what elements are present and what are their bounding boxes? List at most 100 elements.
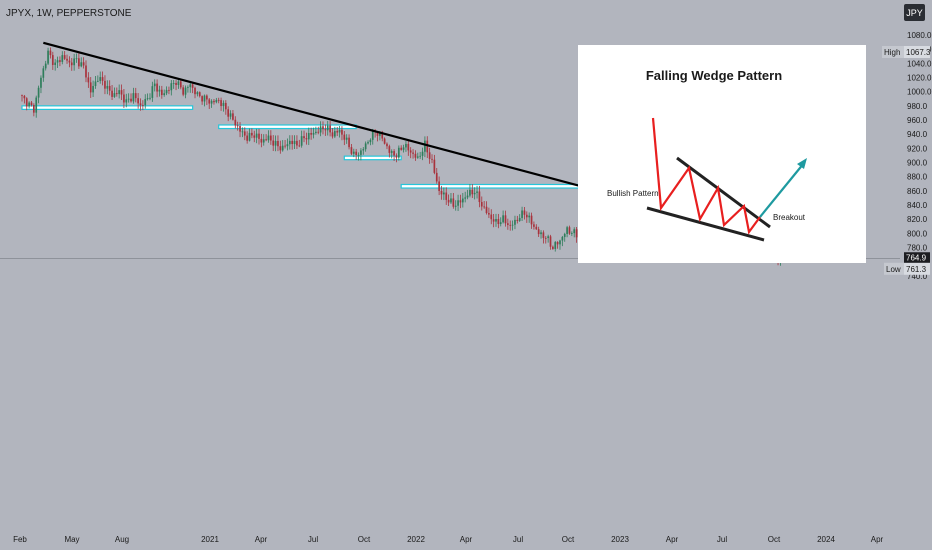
candle <box>552 245 554 250</box>
candle-body <box>438 181 440 191</box>
candle <box>75 53 78 63</box>
candle-body <box>523 210 526 215</box>
resistance-zone <box>21 105 194 110</box>
candle <box>184 85 187 99</box>
candle-body <box>113 93 116 97</box>
candle-body <box>251 132 253 136</box>
candle-body <box>452 198 455 207</box>
time-axis[interactable]: Feb May Aug 2021 Apr Jul Oct 2022 Apr Jul Oct 2023 A… <box>13 535 883 544</box>
candle-body <box>338 129 341 133</box>
candle <box>284 140 286 149</box>
candle <box>194 86 196 99</box>
currency-button[interactable]: JPY <box>904 4 925 21</box>
candle <box>179 78 182 90</box>
candle-body <box>518 217 521 221</box>
candle-body <box>511 224 514 226</box>
candle-body <box>319 126 322 133</box>
candle-body <box>464 197 467 199</box>
candle-body <box>393 151 395 156</box>
candle <box>485 201 488 215</box>
candle-body <box>317 131 320 133</box>
candle <box>163 89 166 97</box>
candle-body <box>215 99 218 103</box>
candle <box>66 54 68 64</box>
candle-body <box>293 140 296 145</box>
candle <box>556 241 559 249</box>
candle-body <box>37 87 40 98</box>
candle <box>151 81 154 102</box>
candle-body <box>473 192 476 195</box>
candle <box>165 86 168 96</box>
candle <box>473 187 476 200</box>
candle-body <box>253 135 256 138</box>
time-tick-label: Apr <box>666 535 679 544</box>
candle <box>540 230 542 239</box>
candle-body <box>130 98 132 102</box>
low-label: Low <box>886 265 901 274</box>
candle <box>286 138 289 151</box>
candle-body <box>118 90 121 95</box>
candle-body <box>471 189 474 195</box>
candle <box>537 226 540 237</box>
candle <box>35 95 38 118</box>
candle-body <box>210 100 213 104</box>
candle <box>85 60 87 83</box>
candle-body <box>165 89 168 94</box>
candle-body <box>68 60 71 63</box>
candle-body <box>234 119 237 126</box>
candle <box>310 127 312 140</box>
candle-body <box>63 55 66 59</box>
price-tick-label: 1080.0 <box>907 31 932 40</box>
candle-body <box>533 224 535 227</box>
candle <box>175 80 177 91</box>
candle-body <box>461 198 464 203</box>
candle <box>255 128 258 144</box>
candle-body <box>73 58 75 66</box>
candle-body <box>542 232 545 238</box>
candle <box>336 126 339 137</box>
candle <box>492 213 495 228</box>
candle <box>348 134 350 150</box>
candle-body <box>502 215 504 223</box>
candle <box>412 149 414 159</box>
candle <box>414 150 417 161</box>
price-tick-label: 880.0 <box>907 173 928 182</box>
candle-body <box>246 135 248 141</box>
candle-body <box>172 82 175 84</box>
candle <box>317 126 320 135</box>
candle <box>514 215 516 230</box>
candle-body <box>224 102 227 110</box>
candle-body <box>42 68 45 78</box>
candle-body <box>201 96 203 102</box>
candle-body <box>303 136 305 139</box>
candle <box>469 184 471 198</box>
candle <box>435 168 438 184</box>
candle-body <box>94 81 97 86</box>
candle-body <box>277 140 279 147</box>
candle <box>47 47 49 66</box>
candle-body <box>478 191 481 203</box>
candle <box>127 93 130 103</box>
candle-body <box>220 100 222 107</box>
candle <box>73 53 75 71</box>
candle-body <box>371 130 374 140</box>
candle <box>575 227 578 243</box>
candle <box>279 140 282 154</box>
candle <box>187 85 189 93</box>
candle-body <box>120 90 123 95</box>
candle-body <box>298 145 301 147</box>
candle-body <box>499 222 502 225</box>
price-scale[interactable]: 1080.01060.01040.01020.01000.0980.0960.0… <box>907 31 932 281</box>
time-tick-label: 2021 <box>201 535 219 544</box>
candle-body <box>196 92 199 95</box>
candle <box>281 140 284 152</box>
candle <box>431 154 433 164</box>
candle <box>274 135 277 152</box>
candle-body <box>322 126 324 130</box>
candle <box>305 132 308 145</box>
candle <box>530 212 533 229</box>
candle-body <box>326 125 329 131</box>
candle-body <box>70 62 73 66</box>
candle <box>360 148 362 161</box>
